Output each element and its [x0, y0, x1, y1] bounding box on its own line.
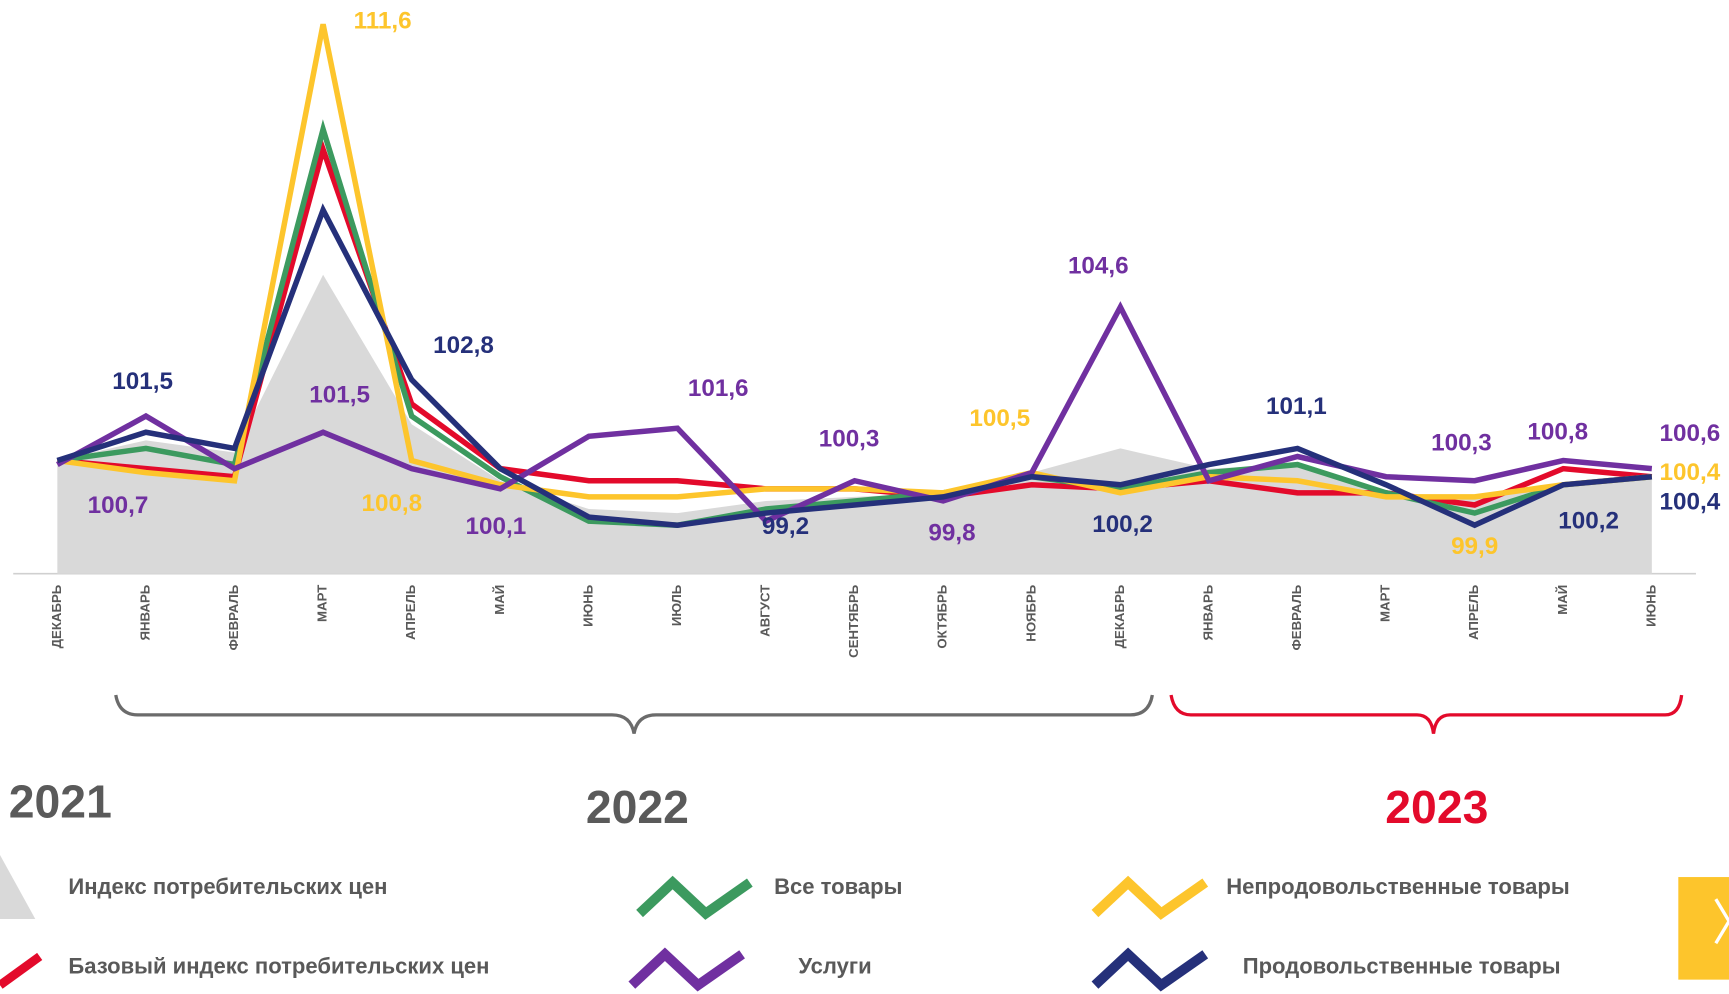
- data-label: 100,3: [819, 425, 880, 452]
- data-label: 99,2: [762, 513, 809, 540]
- x-tick-label: АВГУСТ: [758, 585, 773, 637]
- x-tick-label: МАЙ: [492, 585, 507, 615]
- legend-icon: [636, 875, 753, 920]
- data-label: 100,3: [1431, 430, 1492, 457]
- line: [56, 119, 1653, 528]
- year-label: 2023: [1385, 781, 1488, 833]
- year-label: 2022: [586, 781, 689, 833]
- data-label: 100,6: [1660, 420, 1721, 447]
- x-tick-label: ДЕКАБРЬ: [1112, 584, 1127, 648]
- data-label: 100,4: [1660, 459, 1721, 486]
- line: [56, 203, 1653, 529]
- data-label: 101,1: [1266, 393, 1327, 420]
- x-tick-label: ЯНВАРЬ: [137, 584, 152, 640]
- legend-icon: [0, 854, 36, 919]
- data-label: 99,9: [1451, 533, 1498, 560]
- x-tick-label: ИЮНЬ: [580, 584, 595, 627]
- x-tick-label: ДЕКАБРЬ: [49, 584, 64, 648]
- year-bracket: [1169, 694, 1684, 734]
- legend-label: Продовольственные товары: [1243, 953, 1561, 978]
- x-tick-label: АПРЕЛЬ: [1466, 584, 1481, 640]
- chart-body: ДЕКАБРЬ ЯНВАРЬ ФЕВРАЛЬ МАРТ АПРЕЛЬ МАЙ ИЮНЬ ИЮЛ…: [0, 7, 1729, 992]
- data-label: 100,4: [1660, 489, 1721, 516]
- legend-icon: [1091, 947, 1209, 992]
- data-label: 100,8: [361, 490, 422, 517]
- data-label: 101,5: [112, 368, 173, 395]
- legend-icon: [1091, 875, 1209, 920]
- data-label: 100,7: [88, 492, 149, 519]
- data-label: 104,6: [1068, 253, 1129, 280]
- legend-label: Индекс потребительских цен: [68, 874, 387, 899]
- area: [57, 274, 1652, 574]
- x-tick-label: СЕНТЯБРЬ: [846, 584, 861, 658]
- year-label: 2021: [9, 776, 112, 828]
- x-tick-label: МАРТ: [315, 585, 330, 622]
- x-tick-label: МАРТ: [1378, 585, 1393, 622]
- data-label: 100,2: [1558, 508, 1619, 535]
- x-tick-label: ФЕВРАЛЬ: [1289, 584, 1304, 650]
- legend-label: Непродовольственные товары: [1226, 874, 1570, 899]
- year-bracket: [114, 694, 1154, 734]
- x-tick-label: ЯНВАРЬ: [1200, 584, 1215, 640]
- data-label: 100,5: [969, 405, 1030, 432]
- legend-label: Услуги: [798, 953, 871, 978]
- nav-button[interactable]: [1678, 877, 1729, 980]
- x-tick-label: ИЮНЬ: [1643, 584, 1658, 627]
- data-label: 100,8: [1527, 418, 1588, 445]
- data-label: 101,5: [309, 381, 370, 408]
- data-label: 111,6: [354, 7, 412, 34]
- x-tick-label: ФЕВРАЛЬ: [226, 584, 241, 650]
- legend-label: Все товары: [774, 874, 902, 899]
- data-label: 99,8: [928, 519, 975, 546]
- legend-icon: [628, 947, 745, 992]
- x-tick-label: АПРЕЛЬ: [403, 584, 418, 640]
- x-tick-label: НОЯБРЬ: [1023, 584, 1038, 641]
- legend-icon: [0, 952, 43, 989]
- legend-label: Базовый индекс потребительских цен: [68, 953, 489, 978]
- x-tick-label: МАЙ: [1555, 585, 1570, 615]
- x-tick-label: ИЮЛЬ: [669, 584, 684, 626]
- data-label: 101,6: [688, 375, 749, 402]
- line: [56, 23, 1653, 500]
- nav-arrow: [1714, 898, 1729, 945]
- x-tick-label: ОКТЯБРЬ: [935, 584, 950, 648]
- data-label: 100,1: [466, 513, 527, 540]
- data-label: 100,2: [1092, 511, 1153, 538]
- data-label: 102,8: [433, 332, 494, 359]
- line: [56, 301, 1653, 525]
